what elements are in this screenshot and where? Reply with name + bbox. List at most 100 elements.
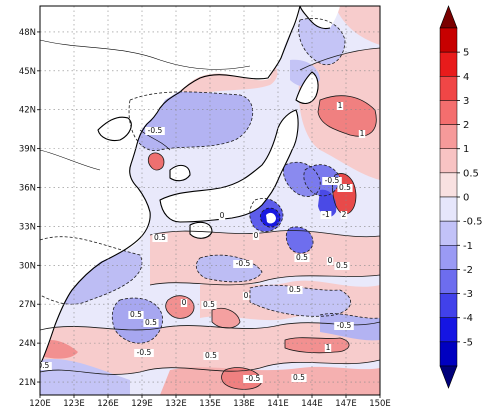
colorbar-bin [439, 172, 458, 198]
colorbar-bin [439, 76, 458, 101]
contour-label: -0.5 [137, 348, 152, 357]
contours [40, 18, 380, 390]
contour-label-bg [152, 234, 168, 242]
colorbar-label: 0 [463, 193, 469, 204]
colorbar-label: 2 [463, 120, 469, 131]
coastlines [40, 6, 331, 366]
colorbar-bin [439, 196, 458, 222]
contour-label-bg [134, 349, 154, 357]
contour-label-bg [322, 177, 342, 185]
gridlines [40, 6, 380, 395]
contour-label: -1 [322, 210, 330, 219]
colorbar-label: 3 [463, 96, 469, 107]
contour-label: 1 [326, 343, 331, 352]
contour-label-bg [242, 292, 250, 300]
y-tick-label: 48N [19, 28, 36, 38]
y-tick-label: 33N [19, 222, 36, 232]
contour-label: 0 [220, 211, 225, 220]
contour-label-bg [358, 130, 366, 138]
colorbar-label: 1 [463, 144, 469, 155]
x-tick-label: 138E [233, 399, 255, 408]
colorbar-label: 5 [463, 48, 469, 59]
y-tick-label: 42N [19, 106, 36, 116]
colorbar-label: -3 [463, 289, 473, 300]
contour-labels: -0.511-0.50.50 -1 200.5-0.5 00.50 0.500.50.5… [35, 101, 366, 383]
contour-label: 1 [338, 101, 343, 110]
colorbar-lower-arrow [439, 365, 458, 389]
contour-label-bg [180, 299, 188, 307]
y-tick-label: 30N [19, 261, 36, 271]
contour-label-bg [320, 211, 332, 219]
x-tick-label: 120E [29, 399, 51, 408]
colorbar-bin [439, 148, 458, 174]
contour-label-bg [287, 286, 303, 294]
contour-label-bg [201, 301, 217, 309]
contour-label: -0.5 [337, 321, 352, 330]
x-tick-label: 123E [63, 399, 85, 408]
contour-label: -0.5 [246, 374, 261, 383]
colorbar-bin [439, 100, 458, 125]
colorbar-bin [439, 317, 458, 343]
contour-label-bg [336, 102, 344, 110]
colorbar-label: 0.5 [463, 168, 479, 179]
contour-label: 0.5 [130, 310, 142, 319]
contour-label: 0 [182, 298, 187, 307]
contour-label: 0.5 [293, 373, 305, 382]
contour-label-bg [324, 344, 332, 352]
contour-label: -0.5 [35, 361, 50, 370]
contour-label-bg [337, 184, 353, 192]
colorbar-bin [439, 269, 458, 294]
x-tick-label: 147E [335, 399, 357, 408]
colorbar-label: -1 [463, 241, 473, 252]
x-tick-label: 132E [165, 399, 187, 408]
contour-label-bg [340, 211, 348, 219]
colorbar-label: -0.5 [463, 217, 483, 228]
contour-label: 0 [254, 231, 259, 240]
y-tick-label: 24N [19, 339, 36, 349]
x-tick-label: 150E [369, 399, 391, 408]
colorbar-label: -2 [463, 265, 473, 276]
contour-label: 2 [342, 210, 347, 219]
contour-label: -0.5 [236, 259, 251, 268]
contour-label-bg [334, 262, 350, 270]
contour-label: -0.5 [148, 126, 163, 135]
country-borders [40, 39, 251, 171]
contour-label: 1 [360, 129, 365, 138]
colorbar-label: 4 [463, 72, 469, 83]
contour-label: 0.5 [296, 253, 308, 262]
contour-label-bg [218, 212, 226, 220]
y-tick-label: 45N [19, 67, 36, 77]
contour-label-bg [334, 322, 354, 330]
x-axis: 120E 123E 126E 129E 132E 135E 138E 141E 144E 147E… [29, 395, 391, 408]
negative-core-center [266, 212, 276, 224]
contour-label: 0.5 [336, 261, 348, 270]
contour-label-bg [145, 127, 165, 135]
contour-label-bg [143, 319, 159, 327]
colorbar-bin [439, 341, 458, 367]
x-tick-label: 135E [199, 399, 221, 408]
colorbar-label: -5 [463, 337, 473, 348]
x-tick-label: 144E [301, 399, 323, 408]
contour-label: 0.5 [205, 351, 217, 360]
colorbar-bin [439, 293, 458, 318]
contour-label: 0.5 [145, 318, 157, 327]
colorbar: 5 4 3 2 1 0.5 0 -0.5 -1 -2 -3 -4 -5 [439, 5, 483, 389]
contour-label: 0.5 [289, 285, 301, 294]
colorbar-upper-arrow [439, 5, 458, 29]
contour-label-bg [326, 257, 334, 265]
contour-label: 0.5 [339, 183, 351, 192]
y-axis: 48N 45N 42N 39N 36N 33N 30N 27N 24N 21N [19, 28, 40, 388]
contour-label: 0 [244, 291, 249, 300]
y-tick-label: 36N [19, 184, 36, 194]
colorbar-bin [439, 51, 458, 77]
contour-label-bg [40, 362, 52, 370]
colorbar-label: -4 [463, 313, 473, 324]
y-tick-label: 27N [19, 300, 36, 310]
colorbar-bin [439, 245, 458, 270]
contour-label-bg [252, 232, 260, 240]
y-tick-label: 39N [19, 145, 36, 155]
contour-label-bg [128, 311, 144, 319]
x-tick-label: 126E [97, 399, 119, 408]
colorbar-bin [439, 124, 458, 149]
x-tick-label: 141E [267, 399, 289, 408]
